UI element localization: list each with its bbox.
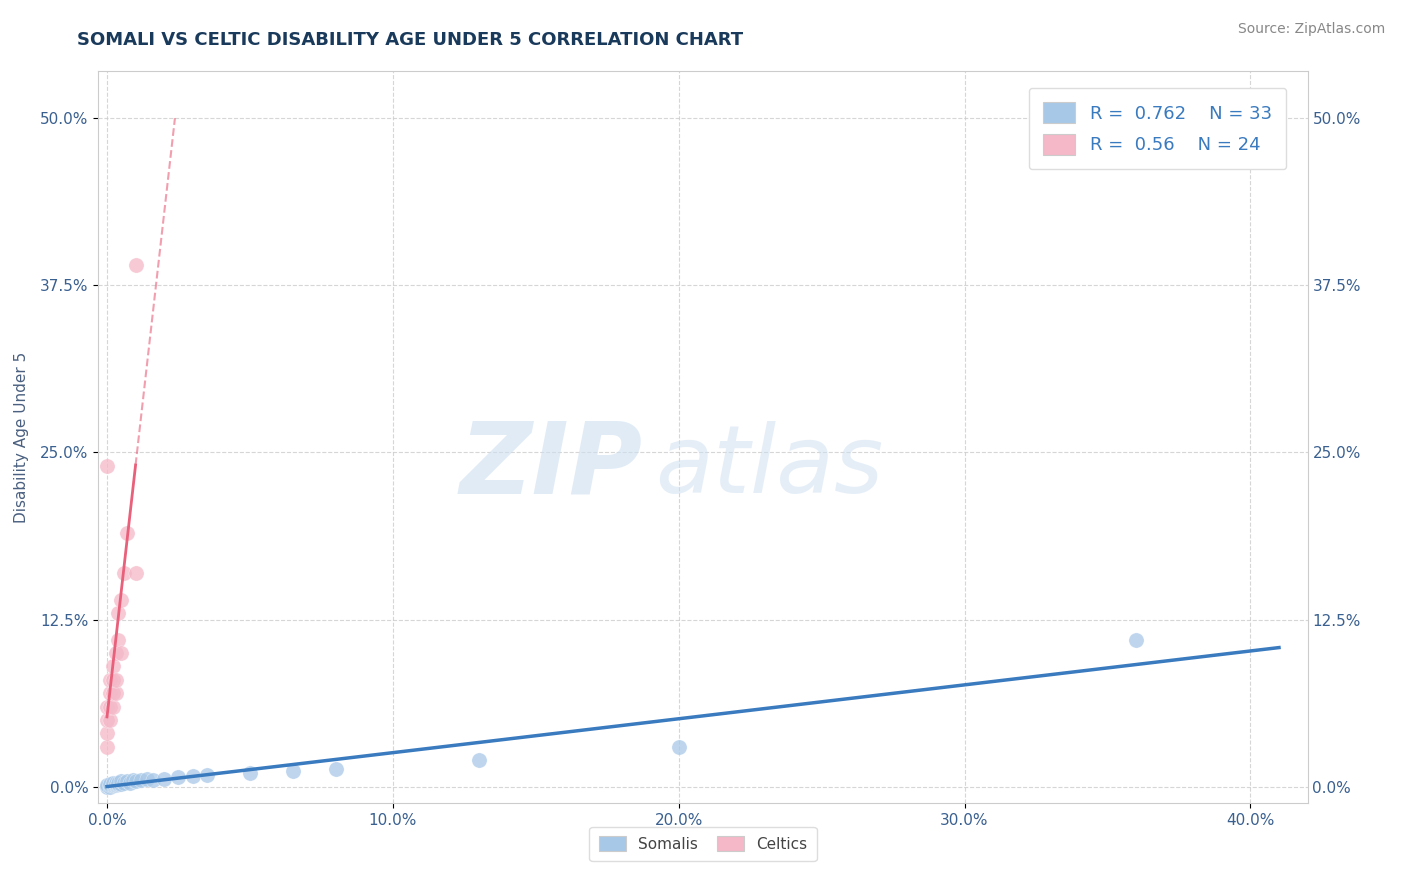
Point <box>107 606 129 620</box>
Point <box>98 777 121 791</box>
Text: Source: ZipAtlas.com: Source: ZipAtlas.com <box>1237 22 1385 37</box>
Point <box>101 699 124 714</box>
Point <box>118 776 141 790</box>
Point <box>101 779 124 793</box>
Point <box>104 779 127 793</box>
Y-axis label: Disability Age Under 5: Disability Age Under 5 <box>14 351 30 523</box>
Point <box>98 780 121 794</box>
Point <box>96 458 118 473</box>
Point <box>96 780 118 794</box>
Point <box>115 774 138 789</box>
Point <box>101 776 124 790</box>
Text: SOMALI VS CELTIC DISABILITY AGE UNDER 5 CORRELATION CHART: SOMALI VS CELTIC DISABILITY AGE UNDER 5 … <box>77 31 744 49</box>
Point <box>1125 632 1147 647</box>
Point <box>101 686 124 700</box>
Text: ZIP: ZIP <box>460 417 643 515</box>
Legend: Somalis, Celtics: Somalis, Celtics <box>589 827 817 861</box>
Point <box>104 673 127 687</box>
Point <box>98 699 121 714</box>
Point <box>129 773 152 788</box>
Point <box>98 779 121 793</box>
Point <box>104 646 127 660</box>
Point <box>101 777 124 791</box>
Point <box>98 713 121 727</box>
Point <box>124 258 146 272</box>
Point <box>104 686 127 700</box>
Point <box>142 773 165 788</box>
Point <box>181 769 204 783</box>
Point <box>96 739 118 754</box>
Point <box>668 739 690 754</box>
Point <box>136 772 159 786</box>
Point <box>112 776 135 790</box>
Point <box>121 773 143 788</box>
Point <box>107 632 129 647</box>
Point <box>124 774 146 789</box>
Point <box>110 646 132 660</box>
Point <box>104 776 127 790</box>
Point <box>112 566 135 580</box>
Point <box>98 673 121 687</box>
Point <box>96 699 118 714</box>
Point <box>239 766 262 780</box>
Point <box>101 659 124 673</box>
Point <box>104 777 127 791</box>
Point <box>107 777 129 791</box>
Point <box>167 771 190 785</box>
Point <box>153 772 176 786</box>
Point <box>281 764 304 778</box>
Point <box>195 768 218 782</box>
Point <box>107 776 129 790</box>
Text: atlas: atlas <box>655 421 883 512</box>
Point <box>115 525 138 540</box>
Point <box>96 779 118 793</box>
Point <box>98 686 121 700</box>
Point <box>110 592 132 607</box>
Point <box>110 777 132 791</box>
Point <box>325 763 347 777</box>
Point <box>96 713 118 727</box>
Point <box>96 726 118 740</box>
Point <box>110 774 132 789</box>
Point <box>124 566 146 580</box>
Point <box>101 673 124 687</box>
Point <box>467 753 489 767</box>
